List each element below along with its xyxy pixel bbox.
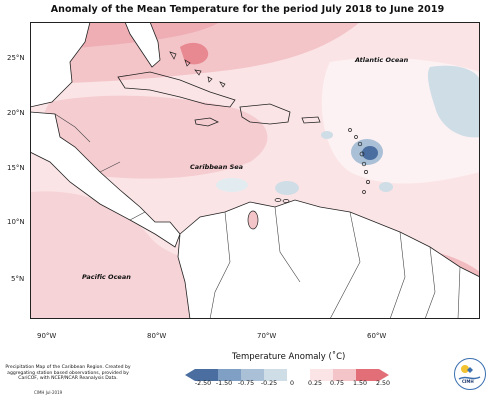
legend-tick: 2.50 — [375, 380, 391, 387]
warm-patch-central — [41, 95, 268, 179]
lon-label-90w: 90°W — [37, 332, 57, 340]
puerto-rico — [301, 116, 321, 124]
legend-swatch-6 — [310, 369, 333, 381]
country-borders — [54, 113, 461, 319]
cool-patch-barbados — [379, 182, 393, 192]
cool-core-antilles — [362, 146, 378, 160]
lon-label-70w: 70°W — [257, 332, 277, 340]
lat-label-5n: 5°N — [11, 275, 25, 283]
legend-arrow-left — [185, 369, 195, 381]
label-caribbean-sea: Caribbean Sea — [190, 163, 244, 171]
legend-tick: -0.25 — [260, 380, 278, 387]
legend-tick: 0.75 — [329, 380, 345, 387]
lat-label-15n: 15°N — [7, 164, 25, 172]
legend-title: Temperature Anomaly (˚C) — [232, 352, 346, 362]
abc-islands — [274, 198, 290, 203]
legend-tick: -0.75 — [237, 380, 255, 387]
lesser-antilles — [348, 128, 370, 194]
cool-patch-caribbean — [216, 178, 248, 192]
legend-colorbar — [185, 366, 395, 385]
legend-swatch-8 — [356, 369, 379, 381]
legend-tick: -1.50 — [215, 380, 233, 387]
anomaly-map — [30, 22, 480, 319]
cool-patch-pr — [321, 131, 333, 139]
cool-patch-atlantic — [427, 65, 480, 138]
legend-swatch-3 — [241, 369, 264, 381]
legend-swatch-4 — [264, 369, 287, 381]
south-america — [177, 199, 480, 319]
legend-tick: -2.50 — [194, 380, 212, 387]
warm-core-bahamas — [180, 42, 209, 65]
lat-label-20n: 20°N — [7, 109, 25, 117]
legend-arrow-right — [379, 369, 389, 381]
florida — [124, 22, 161, 68]
lat-label-10n: 10°N — [7, 218, 25, 226]
lake-maracaibo — [247, 210, 259, 230]
legend-tick: 0 — [289, 380, 295, 387]
map-border — [30, 22, 480, 319]
lon-label-80w: 80°W — [147, 332, 167, 340]
legend-tick: 0.25 — [307, 380, 323, 387]
legend-swatch-1 — [195, 369, 218, 381]
lat-label-25n: 25°N — [7, 54, 25, 62]
label-atlantic-ocean: Atlantic Ocean — [355, 56, 409, 64]
legend-swatch-5 — [287, 369, 310, 381]
cuba — [117, 71, 236, 108]
legend-tick: 1.50 — [352, 380, 368, 387]
legend-swatch-7 — [333, 369, 356, 381]
jamaica — [194, 117, 219, 127]
logo-label: CIMH — [462, 379, 474, 384]
bahamas — [169, 51, 226, 88]
lon-label-60w: 60°W — [367, 332, 387, 340]
hispaniola — [239, 103, 291, 125]
label-pacific-ocean: Pacific Ocean — [82, 273, 131, 281]
mexico-gulf-coast — [30, 22, 91, 108]
map-credit: Precipitation Map of the Caribbean Regio… — [5, 365, 131, 382]
legend-swatch-2 — [218, 369, 241, 381]
cool-patch-colombia — [275, 181, 299, 195]
cimh-logo-icon — [454, 358, 486, 390]
map-title: Anomaly of the Mean Temperature for the … — [50, 4, 445, 15]
map-credit-date: CIMH Jul-2019 — [34, 390, 63, 395]
